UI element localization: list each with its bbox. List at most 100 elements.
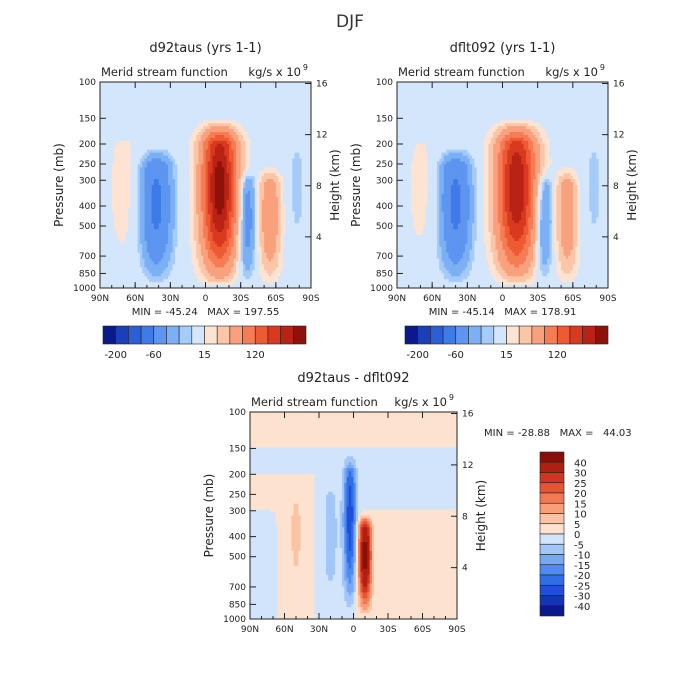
field-cell [294,240,298,245]
field-cell [177,190,181,195]
field-cell [153,170,157,174]
field-cell [214,105,218,109]
field-cell [296,146,300,151]
field-cell [303,182,307,186]
field-cell [306,158,310,162]
field-cell [184,111,188,115]
field-cell [273,202,277,206]
field-cell [146,176,150,180]
field-cell [160,176,164,180]
field-cell [271,82,274,86]
field-cell [273,146,277,151]
field-cell [287,237,291,242]
field-cell [231,182,235,186]
field-cell [179,87,183,92]
field-cell [200,123,204,127]
field-cell [111,179,115,183]
field-cell [191,217,195,221]
field-cell [268,143,272,148]
field-cell [212,235,216,239]
field-cell [238,229,242,233]
field-cell [130,229,134,233]
field-cell [130,164,134,168]
field-cell [167,167,171,171]
field-cell [149,99,152,103]
field-cell [114,193,117,198]
field-cell [240,93,244,98]
field-cell [238,99,242,103]
field-cell [275,164,279,168]
field-cell [193,84,197,89]
field-cell [139,120,143,124]
field-cell [198,229,202,233]
field-cell [130,114,134,118]
field-cell [224,123,227,127]
field-cell [125,232,129,236]
panel-d92taus: d92taus (yrs 1-1)Merid stream function kg… [52,41,342,361]
field-cell [212,90,216,95]
field-cell [135,220,138,224]
field-cell [226,232,230,236]
field-cell [100,126,103,130]
field-cell [224,93,227,98]
field-cell [294,237,298,242]
field-cell [167,173,171,177]
field-cell [123,220,127,224]
field-cell [203,155,206,159]
field-cell [170,240,174,245]
field-cell [149,217,152,221]
field-cell [292,170,295,174]
field-cell [100,226,103,230]
field-cell [130,108,134,112]
field-cell [266,164,270,168]
field-cell [179,205,183,209]
field-cell [210,161,213,165]
field-cell [100,149,103,154]
field-cell [111,155,115,159]
field-cell [240,105,244,109]
field-cell [114,179,117,183]
field-cell [118,108,122,112]
field-cell [231,117,235,121]
field-cell [250,90,253,95]
field-cell [282,240,286,245]
field-cell [177,217,181,221]
field-cell [149,90,152,95]
field-cell [144,185,148,189]
field-cell [306,90,310,95]
field-cell [128,179,131,183]
field-cell [179,146,183,151]
field-cell [186,164,190,168]
field-cell [252,176,256,180]
field-cell [268,111,272,115]
field-cell [193,182,197,186]
field-cell [235,84,239,89]
field-cell [123,96,127,101]
field-cell [247,105,251,109]
field-cell [149,114,152,118]
field-cell [264,173,267,177]
field-cell [278,132,281,136]
field-cell [193,185,197,189]
field-cell [245,240,249,245]
field-cell [177,161,181,165]
field-cell [247,129,251,133]
field-cell [280,146,284,151]
field-cell [200,235,204,239]
field-cell [217,229,220,233]
field-cell [102,134,106,139]
field-cell [142,87,145,92]
field-cell [271,167,274,171]
field-cell [125,193,129,198]
field-cell [243,140,246,145]
field-cell [109,208,113,212]
field-cell [107,143,110,148]
field-cell [231,96,235,101]
field-cell [308,211,312,215]
field-cell [292,143,295,148]
field-cell [278,126,281,130]
field-cell [278,93,281,98]
field-cell [254,99,258,103]
field-cell [266,185,270,189]
field-cell [189,199,192,204]
